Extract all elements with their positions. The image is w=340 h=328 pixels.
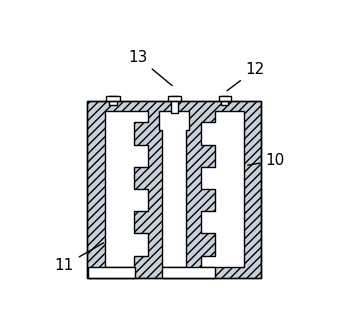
Bar — [105, 96, 120, 101]
Bar — [88, 267, 135, 278]
Text: 10: 10 — [248, 153, 285, 168]
Bar — [221, 96, 228, 105]
Polygon shape — [159, 111, 189, 267]
Text: 12: 12 — [227, 62, 265, 91]
Bar — [87, 101, 261, 278]
Polygon shape — [105, 111, 148, 267]
Bar — [87, 101, 261, 278]
Text: 11: 11 — [55, 243, 104, 273]
Bar — [219, 96, 231, 101]
Bar — [163, 267, 215, 278]
Bar — [168, 96, 181, 101]
Polygon shape — [201, 111, 244, 267]
Bar — [109, 96, 117, 105]
Bar — [171, 96, 178, 113]
Text: 13: 13 — [128, 50, 172, 86]
